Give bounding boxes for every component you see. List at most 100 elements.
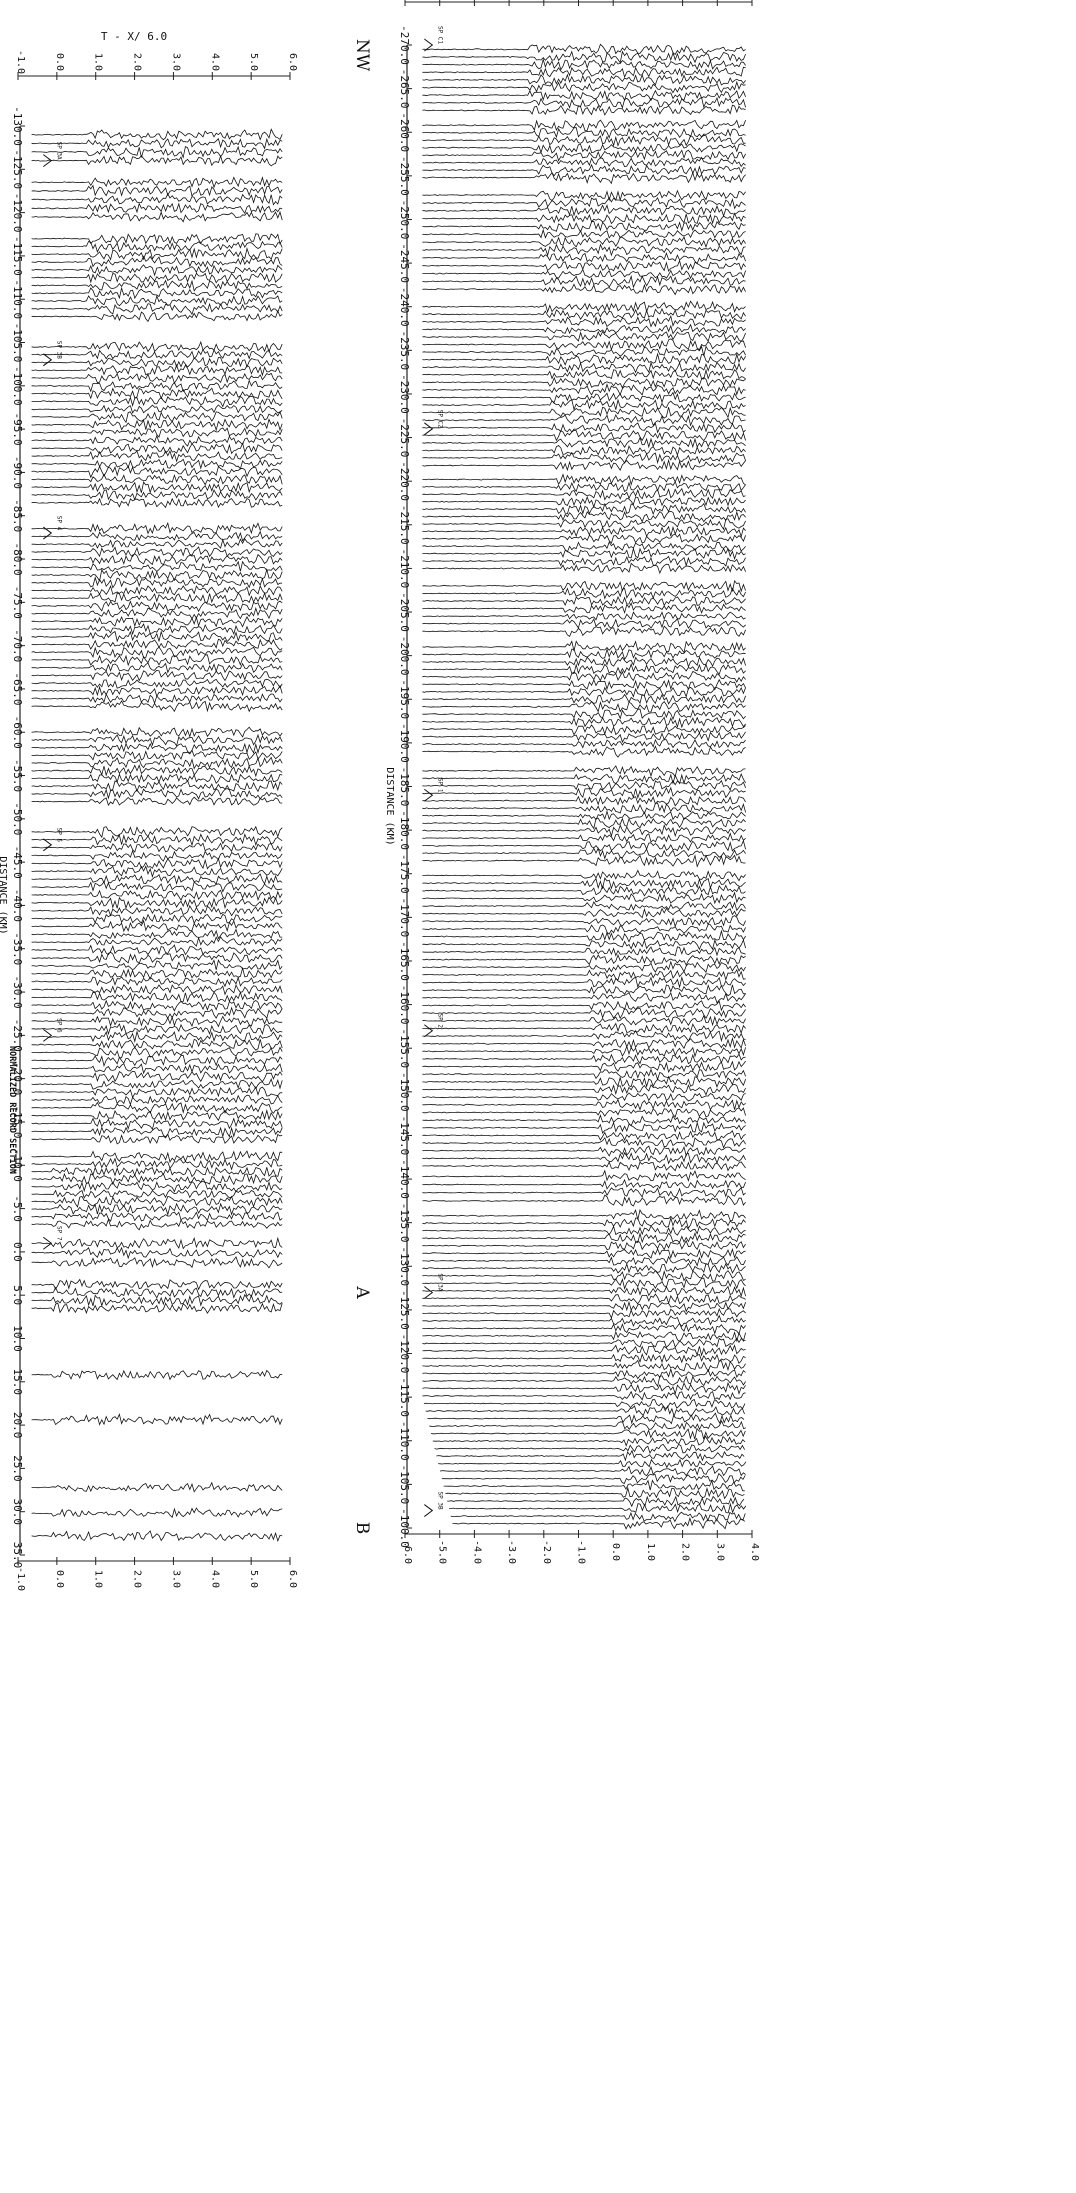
seismic-trace [422,393,745,403]
distance-tick-label: -110.0 [11,279,24,319]
distance-tick-label: 35.0 [11,1542,24,1569]
seismic-trace [32,554,283,565]
seismic-trace [422,270,745,279]
seismic-trace [32,601,283,611]
seismic-trace [422,557,745,567]
distance-tick-label: 10.0 [11,1325,24,1352]
distance-tick-label: 20.0 [11,1412,24,1439]
seismic-trace [422,774,745,784]
shotpoint-marker [424,1286,432,1298]
seismic-trace [422,75,745,85]
seismic-trace [422,332,745,342]
seismic-trace [422,672,745,683]
time-tick-label-bottom: 4.0 [209,1570,220,1588]
seismic-trace [32,758,283,769]
seismic-trace [32,1095,283,1104]
seismic-trace [32,1280,283,1290]
seismic-trace [438,1460,746,1468]
seismic-trace [422,191,745,201]
seismic-trace [422,1278,745,1288]
seismic-trace [32,412,283,423]
distance-tick-label: -105.0 [398,1465,411,1505]
time-tick-label: 1.0 [93,53,104,71]
seismic-trace [32,1079,283,1089]
seismic-trace [422,198,745,209]
seismic-trace [422,1138,745,1148]
seismic-trace [32,129,283,139]
time-tick-label-bottom: -3.0 [506,1540,517,1564]
time-tick-label-bottom: 2.0 [680,1543,691,1561]
seismic-trace [32,388,283,399]
seismic-trace [32,358,283,368]
seismic-trace [431,1429,745,1440]
seismic-trace [422,725,745,735]
seismic-trace [422,825,745,836]
seismic-trace [32,655,283,665]
seismic-trace [422,1257,745,1266]
seismic-trace [422,902,745,910]
seismic-trace [422,657,745,666]
seismic-trace [422,407,745,418]
distance-tick-label: -120.0 [11,193,24,233]
seismic-trace [422,855,745,866]
seismic-trace [422,680,745,690]
seismic-trace [422,811,745,819]
distance-tick-label: -110.0 [398,1421,411,1461]
seismic-trace [422,702,745,712]
seismic-trace [422,1233,745,1242]
distance-tick-label: -205.0 [398,592,411,632]
seismic-trace [32,443,283,453]
seismic-trace [32,1008,283,1019]
seismic-trace [422,664,745,674]
seismic-trace [422,848,745,858]
seismic-trace [422,489,745,500]
seismic-trace [422,1046,745,1056]
distance-tick-label: -165.0 [398,941,411,981]
seismic-trace [32,139,283,149]
seismic-trace [32,897,283,908]
seismic-trace [32,1001,283,1011]
seismic-trace [32,490,283,500]
seismic-trace [435,1444,745,1453]
seismic-trace [32,1248,283,1258]
distance-tick-label: -175.0 [398,854,411,894]
seismic-trace [422,940,745,949]
seismic-trace [32,1159,283,1170]
time-tick-label-bottom: 4.0 [749,1543,760,1561]
seismic-trace [422,460,745,470]
seismic-trace [427,1413,744,1423]
seismic-trace [32,1071,283,1081]
distance-tick-label: -95.0 [11,413,24,446]
seismic-trace [422,931,745,942]
seismic-trace [422,430,745,440]
seismic-trace [32,1414,283,1424]
distance-tick-label: -195.0 [398,679,411,719]
shotpoint-marker [43,839,51,851]
seismic-trace [422,1339,745,1348]
distance-tick-label: -210.0 [398,549,411,589]
seismic-trace [32,985,283,994]
seismic-trace [422,511,745,521]
shotpoint-label: SP 3B [436,1492,443,1510]
time-tick-label-bottom: 1.0 [93,1570,104,1588]
seismic-trace [422,740,745,749]
seismic-trace [422,237,745,247]
distance-tick-label: -235.0 [398,330,411,370]
seismic-trace [32,686,283,696]
time-tick-label-bottom: 3.0 [714,1543,725,1561]
seismic-trace [422,446,745,456]
seismic-trace [32,1111,283,1121]
distance-tick-label: -135.0 [398,1203,411,1243]
seismic-trace [422,157,745,166]
seismic-trace [32,624,283,634]
seismic-trace [422,781,745,790]
seismic-trace [32,1483,283,1492]
seismic-trace [32,1190,283,1198]
seismic-trace [32,639,283,650]
seismic-trace [32,593,283,602]
seismic-trace [424,1400,745,1409]
seismic-trace [422,993,745,1003]
seismic-trace [32,586,283,595]
distance-tick-label: -215.0 [398,505,411,545]
